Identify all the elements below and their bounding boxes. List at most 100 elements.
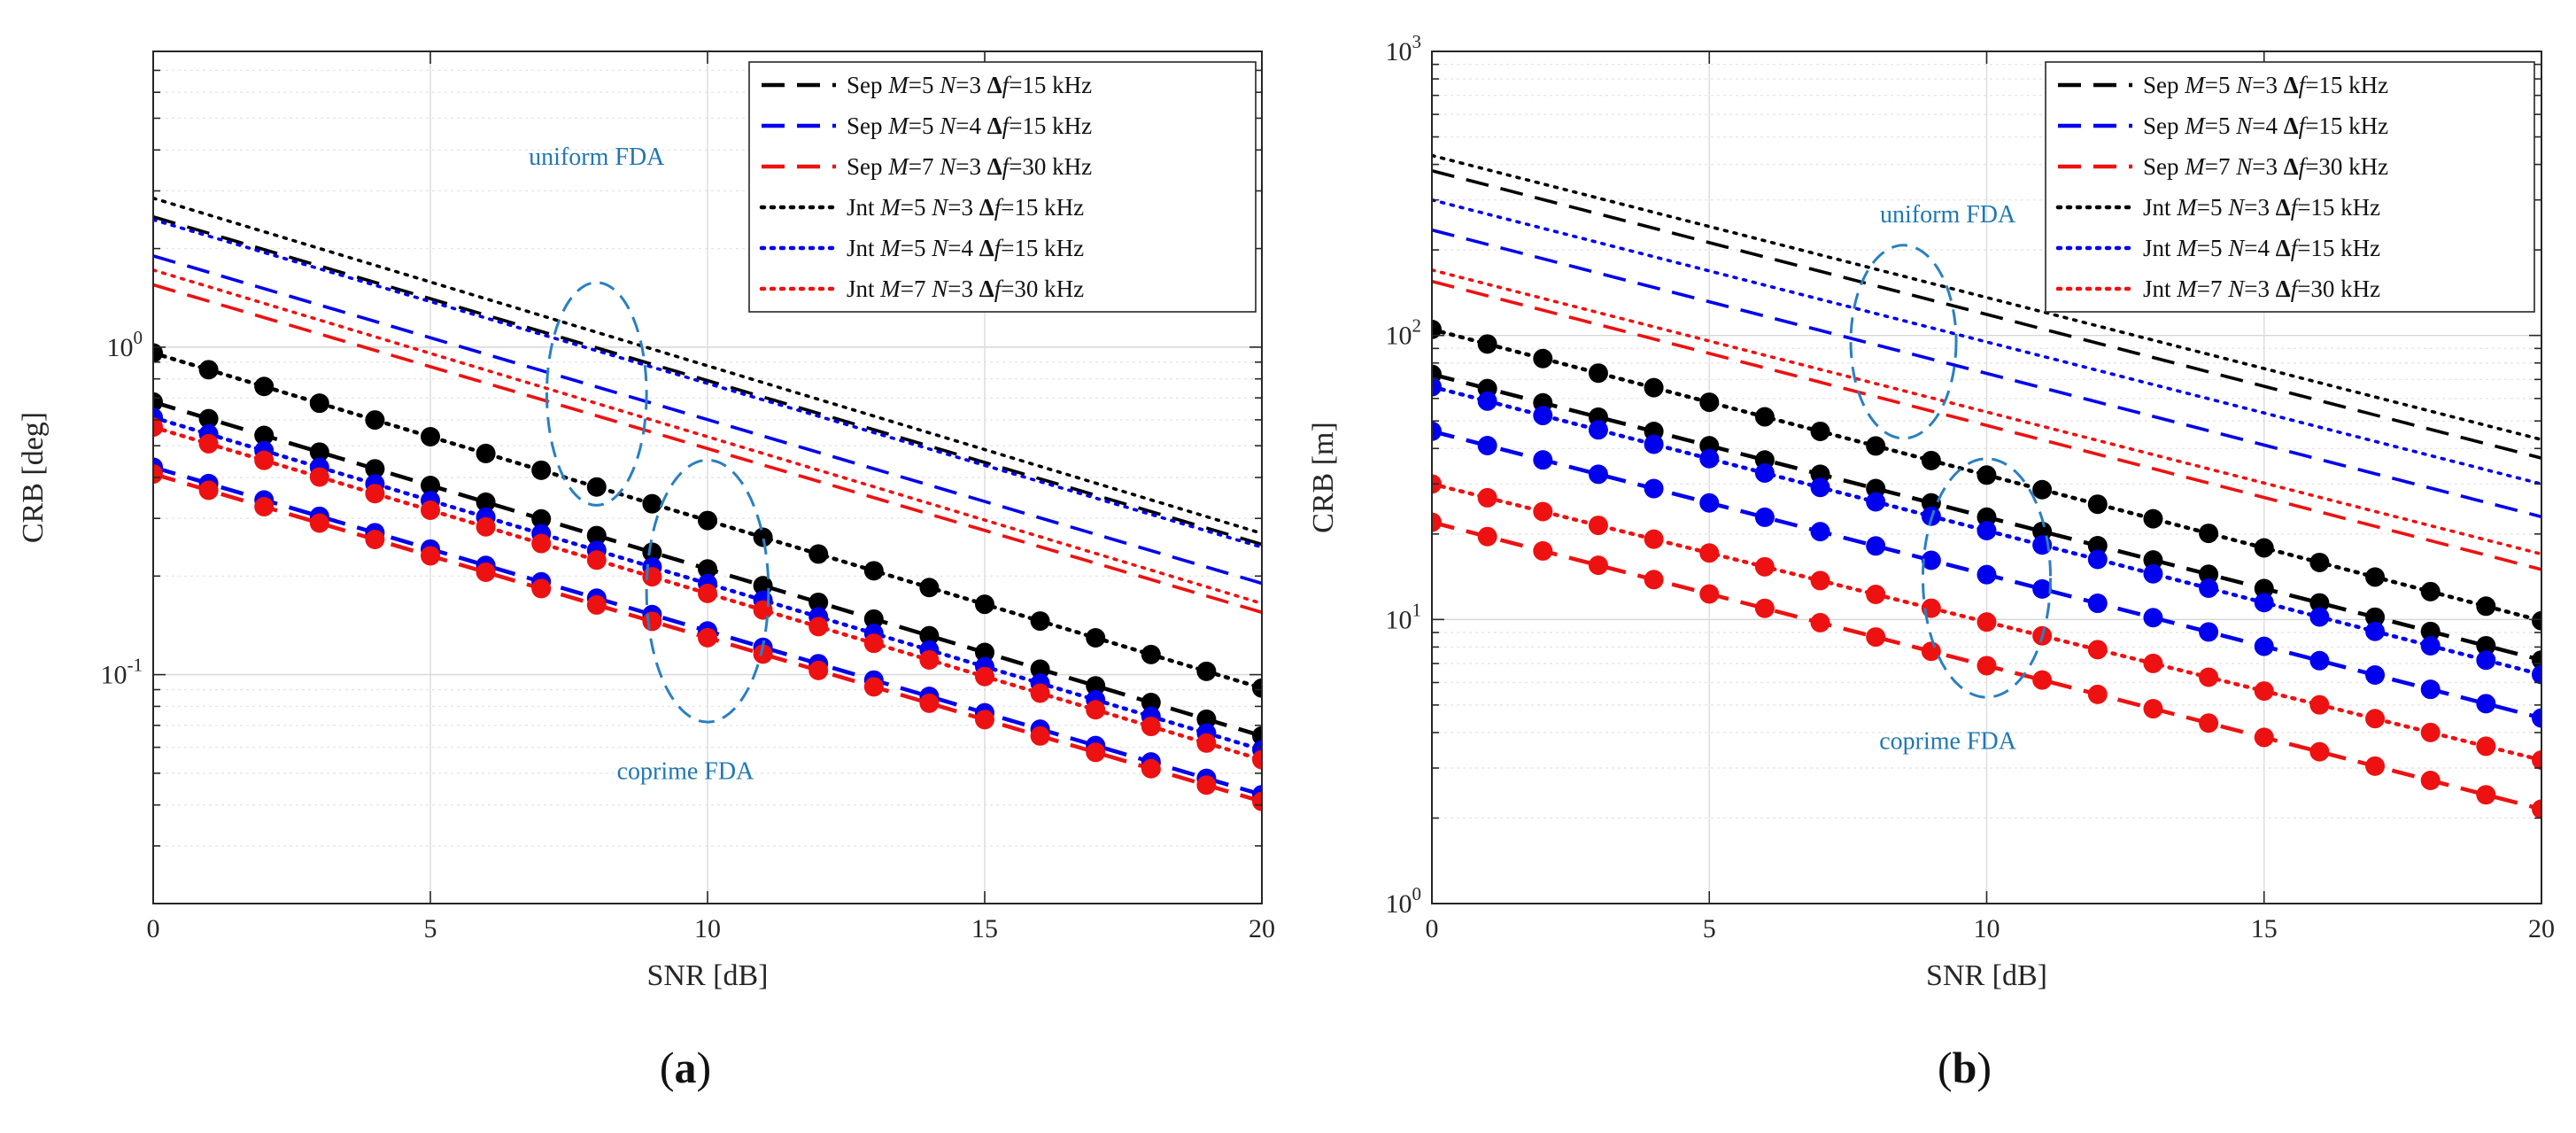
- uniform-ellipse: [1849, 244, 1958, 440]
- series-group: [1432, 153, 2541, 819]
- data-point-jnt_c1: [2032, 479, 2053, 500]
- legend-box: [2045, 61, 2535, 313]
- data-point-jnt_c1: [1086, 627, 1106, 648]
- data-point-jnt_c3: [863, 633, 884, 654]
- data-point-jnt_c3: [1141, 717, 1161, 737]
- x-tick-label: 5: [424, 914, 437, 943]
- data-point-sep_c3: [421, 546, 440, 566]
- data-point-jnt_c3: [2476, 736, 2496, 757]
- data-point-jnt_c1: [1810, 421, 1830, 441]
- data-point-jnt_c3: [254, 450, 275, 470]
- series-line-jnt_u3: [153, 268, 1262, 605]
- data-point-jnt_c2: [1477, 391, 1497, 411]
- data-point-sep_c1: [698, 559, 717, 579]
- data-point-sep_c2: [2254, 636, 2274, 656]
- data-point-jnt_c1: [586, 477, 607, 497]
- series-line-jnt_u2: [1432, 198, 2541, 486]
- data-point-jnt_c1: [2532, 610, 2541, 631]
- data-point-jnt_c1: [1754, 407, 1775, 427]
- data-point-jnt_c3: [919, 649, 940, 670]
- data-point-jnt_c3: [2532, 750, 2541, 771]
- data-point-jnt_c1: [153, 343, 163, 363]
- data-point-sep_c1: [919, 625, 940, 646]
- legend-entry-label: Sep M=7 N=3 Δf=30 kHz: [847, 153, 1092, 180]
- y-axis-title: CRB [deg]: [17, 412, 50, 543]
- series-line-jnt_u1: [153, 196, 1262, 535]
- data-point-sep_c2: [2420, 679, 2441, 700]
- data-point-sep_c1: [1141, 693, 1161, 713]
- series-line-jnt_u3: [1432, 268, 2541, 556]
- data-point-jnt_c2: [1866, 492, 1886, 512]
- data-point-jnt_c1: [1196, 661, 1217, 681]
- y-tick-label: 103: [1386, 31, 1422, 66]
- data-point-sep_c2: [2476, 694, 2496, 714]
- data-point-jnt_c2: [2254, 593, 2274, 613]
- legend-entry-label: Jnt M=7 N=3 Δf=30 kHz: [847, 275, 1084, 302]
- x-tick-label: 5: [1703, 914, 1716, 943]
- legend-entry-label: Sep M=5 N=3 Δf=15 kHz: [847, 72, 1092, 98]
- data-point-jnt_c3: [1252, 749, 1262, 770]
- data-point-sep_c2: [2365, 664, 2386, 685]
- x-tick-label: 10: [1974, 914, 2000, 943]
- data-point-jnt_c1: [2199, 524, 2219, 544]
- chart-panel-b: uniform FDA coprime FDA 0 5 10 15 20 100 101 102 1…: [1307, 31, 2555, 1092]
- data-point-sep_c1: [1086, 676, 1106, 696]
- x-tick-label: 10: [694, 914, 721, 943]
- data-point-sep_c1: [153, 392, 163, 412]
- series-line-sep_u3: [153, 283, 1262, 614]
- data-point-jnt_c2: [2365, 621, 2386, 641]
- data-point-jnt_c3: [753, 600, 773, 620]
- data-point-jnt_c3: [365, 484, 385, 504]
- data-point-jnt_c2: [1533, 406, 1553, 426]
- data-point-sep_c3: [1810, 612, 1830, 632]
- data-point-sep_c3: [1141, 758, 1161, 779]
- data-point-sep_c3: [1588, 555, 1608, 576]
- legend-entry-label: Jnt M=5 N=3 Δf=15 kHz: [2143, 194, 2380, 221]
- data-point-jnt_c3: [2254, 681, 2274, 702]
- data-point-sep_c1: [1921, 493, 1941, 513]
- annotation-label: uniform FDA: [529, 144, 665, 171]
- data-point-sep_c3: [1432, 512, 1442, 532]
- data-point-sep_c2: [1477, 435, 1497, 455]
- data-point-sep_c3: [2032, 670, 2053, 690]
- data-point-sep_c1: [2476, 635, 2496, 656]
- data-point-sep_c3: [2420, 771, 2441, 791]
- coprime-ellipse: [1921, 457, 2053, 699]
- x-tick-label: 20: [2528, 914, 2555, 943]
- data-point-jnt_c1: [919, 578, 940, 598]
- data-point-sep_c1: [2087, 536, 2108, 556]
- data-point-sep_c3: [863, 677, 884, 697]
- data-point-jnt_c1: [2365, 567, 2386, 587]
- data-point-jnt_c3: [1644, 529, 1664, 549]
- data-point-sep_c3: [2532, 799, 2541, 819]
- tick-marks: [1431, 51, 2542, 904]
- data-point-jnt_c3: [975, 666, 994, 687]
- data-point-sep_c2: [1866, 536, 1886, 556]
- legend-entry-label: Jnt M=7 N=3 Δf=30 kHz: [2143, 275, 2380, 302]
- data-point-sep_c3: [1754, 598, 1775, 618]
- data-point-sep_c3: [975, 710, 994, 730]
- data-point-jnt_c1: [365, 410, 385, 431]
- data-point-jnt_c1: [1976, 465, 1997, 485]
- series-line-jnt_u2: [153, 218, 1262, 549]
- y-tick-label: 100: [107, 327, 143, 362]
- data-point-jnt_c1: [1644, 377, 1664, 398]
- data-point-jnt_c3: [1533, 501, 1553, 522]
- data-point-jnt_c2: [1810, 477, 1830, 498]
- data-point-jnt_c2: [1976, 521, 1997, 541]
- data-point-jnt_c2: [1432, 376, 1442, 397]
- legend-entry-label: Jnt M=5 N=4 Δf=15 kHz: [847, 235, 1084, 261]
- data-point-jnt_c3: [2143, 653, 2163, 673]
- data-point-sep_c3: [1252, 791, 1262, 811]
- data-point-jnt_c3: [1754, 556, 1775, 577]
- legend-box: [748, 61, 1257, 313]
- data-point-sep_c3: [365, 529, 385, 549]
- data-point-jnt_c1: [198, 360, 219, 380]
- x-tick-label: 15: [2251, 914, 2278, 943]
- data-point-jnt_c1: [421, 427, 440, 447]
- legend: Sep M=5 N=3 Δf=15 kHz Sep M=5 N=4 Δf=15 k…: [748, 61, 1257, 313]
- data-point-sep_c2: [2199, 622, 2219, 642]
- data-point-jnt_c3: [153, 417, 163, 438]
- data-point-sep_c3: [1976, 656, 1997, 676]
